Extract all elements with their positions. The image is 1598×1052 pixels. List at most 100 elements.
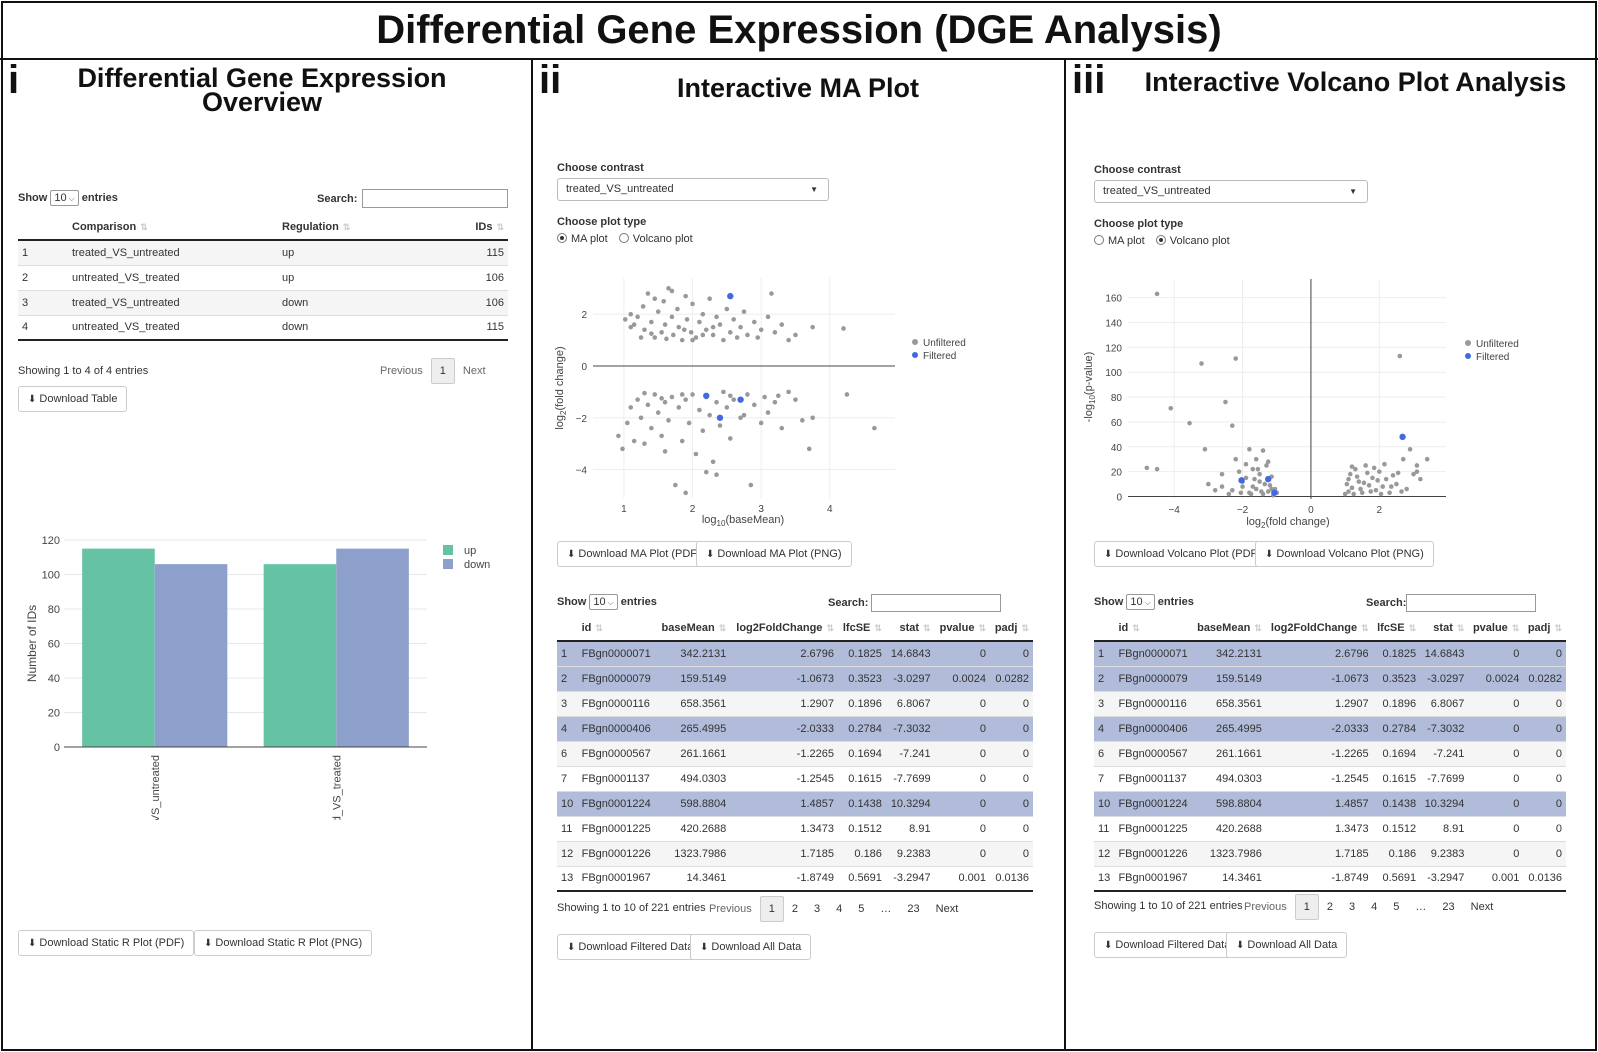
table-row[interactable]: 7 FBgn0001137 494.0303 -1.2545 0.1615 -7.7699… xyxy=(1094,765,1566,791)
download-volcano-png-button[interactable]: ⬇ Download Volcano Plot (PNG) xyxy=(1255,541,1434,567)
page-button[interactable]: 2 xyxy=(1326,901,1334,913)
unfiltered-point xyxy=(1424,456,1430,462)
table-row[interactable]: 13 FBgn0001967 14.3461 -1.8749 0.5691 -3.2947… xyxy=(1094,865,1566,892)
col-padj-header[interactable]: padj ⇅ xyxy=(990,615,1033,642)
table-row[interactable]: 12 FBgn0001226 1323.7986 1.7185 0.186 9.2383 0… xyxy=(557,840,1033,866)
download-table-button[interactable]: ⬇ Download Table xyxy=(18,386,128,412)
table-row[interactable]: 10 FBgn0001224 598.8804 1.4857 0.1438 10.3294… xyxy=(557,790,1033,816)
page-button[interactable]: 1 xyxy=(1294,894,1319,920)
pagination-ellipsis[interactable]: … xyxy=(1415,901,1427,913)
page-button[interactable]: 23 xyxy=(907,903,920,915)
search-input[interactable] xyxy=(1406,594,1536,612)
length-control: Show 10 ⌵ entries xyxy=(18,190,118,206)
download-volcano-pdf-button[interactable]: ⬇ Download Volcano Plot (PDF) xyxy=(1094,541,1271,567)
page-button[interactable]: 4 xyxy=(836,903,843,915)
table-row[interactable]: 4 untreated_VS_treated down 115 xyxy=(18,314,508,341)
unfiltered-point xyxy=(738,415,743,421)
contrast-select[interactable]: treated_VS_untreated ▼ xyxy=(557,178,829,201)
col-id-header[interactable]: id ⇅ xyxy=(1114,615,1193,642)
table-row[interactable]: 2 untreated_VS_treated up 106 xyxy=(18,264,508,290)
table-row[interactable]: 11 FBgn0001225 420.2688 1.3473 0.1512 8.91 0 0 xyxy=(557,815,1033,841)
col-basemean-header[interactable]: baseMean ⇅ xyxy=(656,615,731,642)
table-row[interactable]: 2 FBgn0000079 159.5149 -1.0673 0.3523 -3.0297… xyxy=(1094,665,1566,691)
page-button[interactable]: 4 xyxy=(1371,901,1378,913)
entries-select[interactable]: 10 ⌵ xyxy=(1126,594,1155,610)
col-log2foldchange-header[interactable]: log2FoldChange ⇅ xyxy=(1265,615,1373,642)
pagination-ellipsis[interactable]: … xyxy=(880,903,892,915)
table-row[interactable]: 11 FBgn0001225 420.2688 1.3473 0.1512 8.91 0 0 xyxy=(1094,815,1566,841)
col-pvalue-cell: 0 xyxy=(934,840,990,866)
page-button[interactable]: 2 xyxy=(791,903,799,915)
download-filtered-button[interactable]: ⬇ Download Filtered Data xyxy=(1094,932,1241,958)
col-index-header[interactable] xyxy=(1094,615,1115,642)
previous-button[interactable]: Previous xyxy=(1244,901,1287,913)
col-stat-header[interactable]: stat ⇅ xyxy=(1420,615,1469,642)
col-basemean-header[interactable]: baseMean ⇅ xyxy=(1192,615,1266,642)
table-row[interactable]: 2 FBgn0000079 159.5149 -1.0673 0.3523 -3.0297… xyxy=(557,665,1033,691)
radio-ma-plot[interactable]: MA plot xyxy=(1094,235,1145,247)
table-row[interactable]: 6 FBgn0000567 261.1661 -1.2265 0.1694 -7.241 0… xyxy=(1094,740,1566,766)
download-static-png-button[interactable]: ⬇ Download Static R Plot (PNG) xyxy=(194,930,373,956)
table-row[interactable]: 1 FBgn0000071 342.2131 2.6796 0.1825 14.6843 0… xyxy=(557,640,1033,666)
unfiltered-point xyxy=(681,327,687,333)
col-log2foldchange-header[interactable]: log2FoldChange ⇅ xyxy=(730,615,838,642)
col-regulation-header[interactable]: Regulation ⇅ xyxy=(278,214,418,241)
col-pvalue-header[interactable]: pvalue ⇅ xyxy=(1468,615,1524,642)
entries-select[interactable]: 10 ⌵ xyxy=(589,594,618,610)
download-ma-pdf-button[interactable]: ⬇ Download MA Plot (PDF) xyxy=(557,541,711,567)
col-index-header[interactable] xyxy=(557,615,578,642)
col-index-header[interactable] xyxy=(18,214,68,241)
table-row[interactable]: 12 FBgn0001226 1323.7986 1.7185 0.186 9.2383 0… xyxy=(1094,840,1566,866)
next-button[interactable]: Next xyxy=(462,365,486,377)
radio-ma-plot[interactable]: MA plot xyxy=(557,233,608,245)
table-row[interactable]: 1 FBgn0000071 342.2131 2.6796 0.1825 14.6843 0… xyxy=(1094,640,1566,666)
volcano-plot[interactable]: −4 −2 0 2020406080100120140160UnfilteredFil… xyxy=(1066,265,1596,540)
col-basemean-cell: 598.8804 xyxy=(1192,790,1266,816)
col-lfcse-header[interactable]: lfcSE ⇅ xyxy=(837,615,886,642)
col-pvalue-header[interactable]: pvalue ⇅ xyxy=(934,615,990,642)
col-ids-cell: 115 xyxy=(418,239,508,265)
radio-volcano-plot[interactable]: Volcano plot xyxy=(618,233,693,245)
page-button[interactable]: 23 xyxy=(1442,901,1455,913)
page-button[interactable]: 5 xyxy=(1393,901,1400,913)
table-row[interactable]: 6 FBgn0000567 261.1661 -1.2265 0.1694 -7.241 0… xyxy=(557,740,1033,766)
unfiltered-point xyxy=(1219,471,1225,477)
table-row[interactable]: 4 FBgn0000406 265.4995 -2.0333 0.2784 -7.3032… xyxy=(1094,715,1566,741)
table-row[interactable]: 3 FBgn0000116 658.3561 1.2907 0.1896 6.8067 0 0 xyxy=(557,690,1033,716)
search-input[interactable] xyxy=(871,594,1001,612)
page-button[interactable]: 3 xyxy=(1349,901,1356,913)
col-padj-cell: 0 xyxy=(990,640,1033,666)
next-button[interactable]: Next xyxy=(935,903,959,915)
page-button[interactable]: 3 xyxy=(814,903,821,915)
table-row[interactable]: 10 FBgn0001224 598.8804 1.4857 0.1438 10.3294… xyxy=(1094,790,1566,816)
col-comparison-header[interactable]: Comparison ⇅ xyxy=(68,214,278,241)
table-row[interactable]: 1 treated_VS_untreated up 115 xyxy=(18,239,508,265)
download-ma-png-button[interactable]: ⬇ Download MA Plot (PNG) xyxy=(696,541,852,567)
download-all-button[interactable]: ⬇ Download All Data xyxy=(690,934,812,960)
table-row[interactable]: 4 FBgn0000406 265.4995 -2.0333 0.2784 -7.3032… xyxy=(557,715,1033,741)
ma-plot[interactable]: 1 2 3 4 −4 −2 0 2 Unfiltered Filtered log10(baseMe… xyxy=(533,260,1063,540)
table-row[interactable]: 3 treated_VS_untreated down 106 xyxy=(18,289,508,315)
table-row[interactable]: 7 FBgn0001137 494.0303 -1.2545 0.1615 -7.7699… xyxy=(557,765,1033,791)
download-filtered-button[interactable]: ⬇ Download Filtered Data xyxy=(557,934,704,960)
table-row[interactable]: 3 FBgn0000116 658.3561 1.2907 0.1896 6.8067 0 0 xyxy=(1094,690,1566,716)
col-id-header[interactable]: id ⇅ xyxy=(577,615,657,642)
col-lfcse-header[interactable]: lfcSE ⇅ xyxy=(1372,615,1421,642)
search-input[interactable] xyxy=(362,189,508,208)
page-button[interactable]: 1 xyxy=(759,896,784,922)
next-button[interactable]: Next xyxy=(1470,901,1494,913)
previous-button[interactable]: Previous xyxy=(380,365,423,377)
col-ids-header[interactable]: IDs ⇅ xyxy=(418,214,508,241)
radio-volcano-plot[interactable]: Volcano plot xyxy=(1155,235,1230,247)
previous-button[interactable]: Previous xyxy=(709,903,752,915)
col-stat-header[interactable]: stat ⇅ xyxy=(885,615,935,642)
download-all-button[interactable]: ⬇ Download All Data xyxy=(1226,932,1348,958)
download-static-pdf-button[interactable]: ⬇ Download Static R Plot (PDF) xyxy=(18,930,195,956)
table-row[interactable]: 13 FBgn0001967 14.3461 -1.8749 0.5691 -3.2947… xyxy=(557,865,1033,892)
table-header-row: id ⇅ baseMean ⇅ log2FoldChange ⇅ lfcSE ⇅ stat ⇅ pv… xyxy=(557,615,1033,642)
page-button[interactable]: 1 xyxy=(430,358,455,384)
entries-select[interactable]: 10 ⌵ xyxy=(50,190,79,206)
contrast-select[interactable]: treated_VS_untreated ▼ xyxy=(1094,180,1368,203)
page-button[interactable]: 5 xyxy=(858,903,865,915)
col-padj-header[interactable]: padj ⇅ xyxy=(1523,615,1566,642)
